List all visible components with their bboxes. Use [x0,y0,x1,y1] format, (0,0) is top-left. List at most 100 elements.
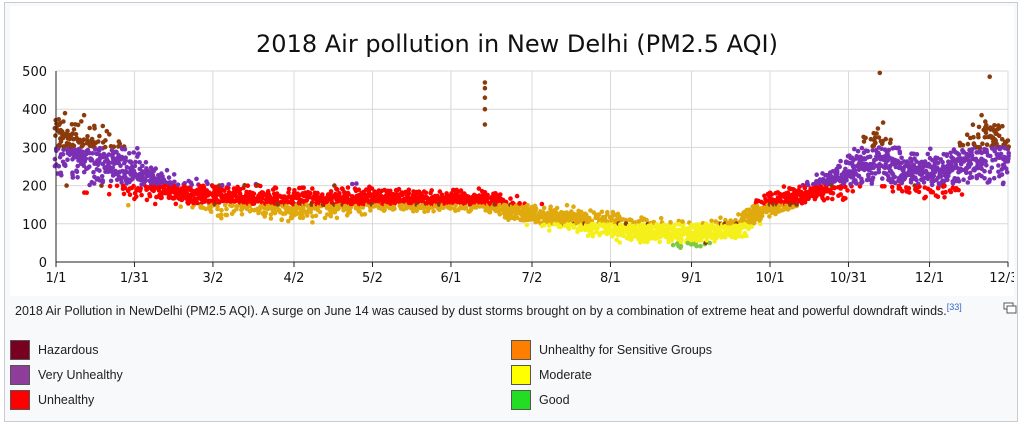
data-point [188,180,194,186]
data-point [342,203,348,209]
data-point [100,178,106,183]
data-point [799,199,804,205]
data-point [617,240,623,245]
data-point [219,215,224,221]
data-point [224,206,229,212]
data-point [118,163,123,169]
data-point [968,161,974,167]
data-point [970,122,976,127]
data-point [61,147,66,152]
data-point [222,188,227,193]
data-point [895,158,900,164]
data-point [871,165,876,171]
data-point [126,202,131,208]
x-tick-label: 8/1 [600,271,621,286]
data-point [61,144,66,149]
data-point [959,192,965,197]
data-point [843,184,848,190]
legend-swatch [511,390,531,410]
data-point [785,207,791,212]
data-point [900,189,905,194]
data-point [92,126,97,131]
data-point [876,151,882,157]
data-point [928,146,933,152]
data-point [382,207,388,212]
y-tick-label: 400 [22,103,47,118]
data-point [859,180,864,186]
data-point [307,190,313,196]
data-point [628,217,633,223]
enlarge-icon[interactable] [1003,302,1017,314]
data-point [301,185,307,190]
data-point [984,163,989,168]
data-point [774,209,780,215]
data-point [123,155,128,160]
data-point [710,222,715,228]
data-point [869,177,875,183]
data-point [967,170,973,176]
data-point [980,141,985,146]
data-point [541,222,547,228]
data-point [993,157,998,162]
data-point [62,110,68,116]
data-point [762,193,767,199]
data-point [723,217,728,223]
y-tick-label: 500 [22,65,47,80]
data-point [1005,138,1011,143]
data-point [310,214,315,219]
data-point [286,186,292,192]
data-point [89,136,95,142]
data-point [164,167,170,173]
data-point [942,172,947,178]
data-point [975,132,981,137]
data-point [498,192,503,197]
data-point [216,199,221,204]
legend-swatch [511,340,531,360]
data-point [984,123,989,128]
data-point [60,152,66,157]
data-point [362,212,368,217]
data-point [908,180,914,185]
data-point [989,165,995,170]
data-point [524,222,530,228]
data-point [91,170,96,175]
data-point [81,112,87,118]
data-point [869,170,874,176]
data-point [424,194,429,200]
data-point [205,181,210,187]
data-point [935,194,941,199]
axes: 0 100 200 300 400 500 1/1 1/31 3/2 4/2 5/2 6/1 7/2 8/… [22,65,1014,286]
data-point [310,186,315,191]
data-point [139,192,144,198]
data-point [588,208,593,213]
data-point [781,184,787,189]
data-point [482,95,488,100]
data-point [482,85,488,91]
data-point [844,177,849,183]
data-point [178,204,183,209]
data-point [388,188,393,194]
data-point [996,155,1002,161]
caption-reference-link[interactable]: [33] [946,301,962,312]
data-point [226,191,232,196]
data-point [865,148,870,154]
data-point [563,218,569,223]
data-point [910,170,916,176]
data-point [883,136,888,142]
data-point [1005,159,1011,164]
data-point [976,124,982,130]
data-point [136,151,141,156]
data-point [110,173,116,178]
data-point [547,228,552,233]
data-point [746,226,751,232]
data-point [712,239,717,244]
data-point [934,177,939,183]
data-point [969,175,975,180]
data-point [1005,155,1010,161]
data-point [863,135,868,141]
data-point [421,189,427,194]
data-point [905,172,911,177]
data-point [859,145,865,151]
data-point [313,213,319,219]
data-point [887,140,893,146]
